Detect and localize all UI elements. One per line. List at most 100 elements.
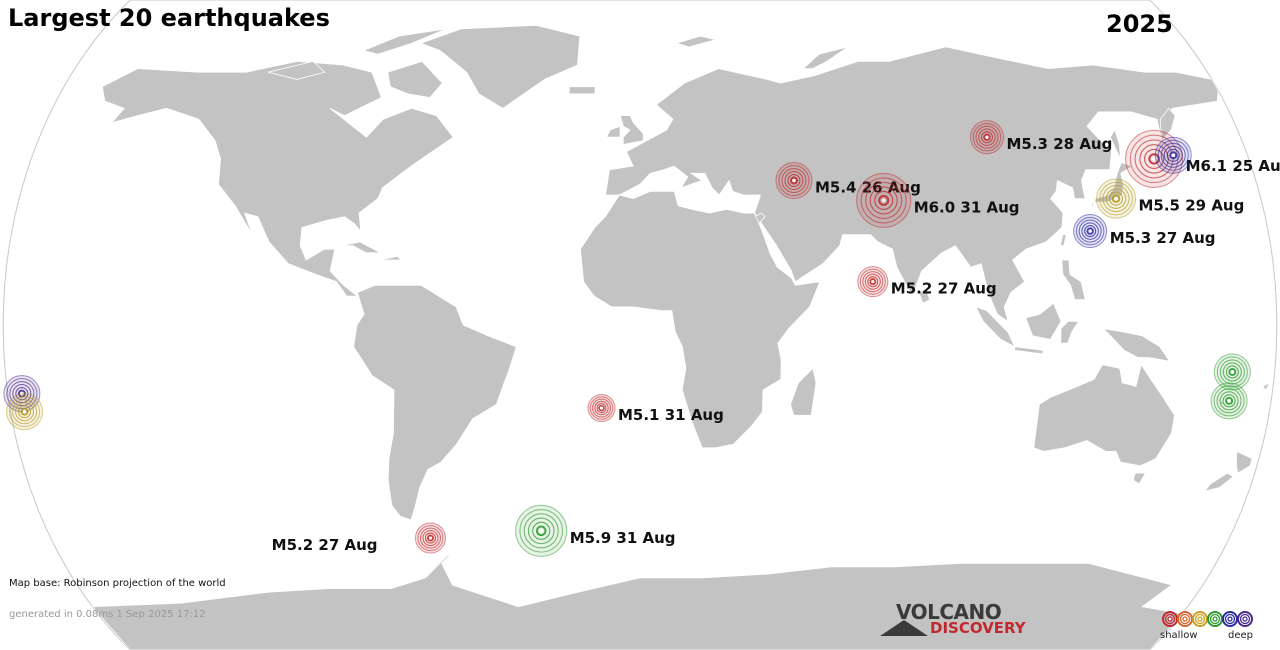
epicenter-dot [792, 178, 796, 183]
earthquake-ring [1084, 225, 1097, 238]
earthquake-marker[interactable] [1210, 382, 1248, 420]
landmass-philippines [1061, 259, 1086, 301]
earthquake-marker[interactable]: M6.0 31 Aug [856, 172, 1020, 228]
volcano-icon [880, 620, 928, 636]
earthquake-ring [972, 122, 1002, 152]
generated-timestamp: generated in 0.08ms 1 Sep 2025 17:12 [9, 609, 206, 620]
landmass-ellesmere [362, 28, 447, 55]
earthquake-marker[interactable]: M5.2 27 Aug [857, 266, 997, 298]
legend-shallow-label: shallow [1160, 630, 1198, 641]
earthquake-marker[interactable]: M5.3 27 Aug [1073, 214, 1216, 249]
earthquake-label: M5.2 27 Aug [891, 280, 997, 298]
earthquake-ring [1213, 385, 1245, 417]
epicenter-dot [1088, 229, 1092, 233]
earthquake-ring [12, 399, 38, 425]
logo-line1: VOLCANO [896, 600, 1002, 624]
landmass-victoria-island [267, 60, 326, 80]
earthquake-ring [1144, 148, 1165, 169]
earthquake-ring [1222, 394, 1236, 408]
legend-depth-ring [1182, 616, 1188, 622]
earthquake-ring [1081, 222, 1099, 240]
earthquake-ring [9, 396, 41, 428]
earthquake-marker[interactable]: M5.2 27 Aug [272, 522, 447, 554]
earthquake-ring [778, 165, 810, 197]
epicenter-dot [1171, 153, 1175, 157]
epicenter-dot [428, 536, 433, 540]
earthquake-marker[interactable]: M5.3 28 Aug [969, 120, 1112, 155]
landmass-japan [1090, 162, 1134, 214]
volcano-discovery-logo[interactable]: VOLCANO DISCOVERY [880, 600, 1040, 642]
earthquake-marker[interactable]: M5.5 29 Aug [1095, 178, 1245, 219]
earthquake-ring [1086, 227, 1094, 235]
earthquake-ring [6, 393, 44, 431]
earthquake-ring [1222, 362, 1242, 382]
earthquake-label: M5.9 31 Aug [570, 529, 676, 547]
earthquake-ring [598, 404, 605, 412]
epicenter-dot [20, 392, 24, 396]
epicenter-dot [1114, 197, 1118, 201]
earthquake-ring [515, 504, 568, 557]
earthquake-ring [874, 190, 894, 210]
earthquake-ring [983, 133, 991, 141]
legend-depth-ring [1194, 613, 1206, 625]
legend-depth-ring [1237, 611, 1253, 627]
legend-depth-ring [1197, 616, 1203, 622]
landmass-australia [1033, 363, 1175, 467]
earthquake-label: M5.2 27 Aug [272, 536, 378, 554]
legend-depth-ring [1179, 613, 1191, 625]
earthquake-ring [426, 534, 434, 542]
legend-depth-ring [1227, 616, 1233, 622]
landmass-kamchatka [1159, 107, 1176, 142]
earthquake-marker[interactable] [6, 393, 44, 431]
landmass-new-zealand-n [1235, 450, 1253, 474]
earthquake-ring [1095, 178, 1137, 219]
earthquake-ring [15, 402, 35, 422]
earthquake-ring [414, 522, 447, 554]
earthquake-ring [1157, 139, 1189, 171]
epicenter-dot [539, 529, 543, 533]
depth-color-scale [1162, 611, 1253, 627]
earthquake-ring [535, 525, 547, 537]
landmass-north-america [101, 60, 454, 297]
earthquake-marker[interactable] [1213, 353, 1251, 391]
landmass-ireland [605, 125, 621, 138]
earthquake-ring [975, 125, 999, 149]
earthquake-ring [857, 266, 889, 298]
earthquake-ring [9, 381, 35, 407]
earthquake-ring [1228, 367, 1237, 376]
earthquake-ring [20, 407, 29, 416]
earthquake-marker[interactable] [1154, 136, 1192, 174]
earthquake-ring [1216, 388, 1242, 414]
landmass-south-america [353, 284, 517, 521]
earthquake-ring [1225, 396, 1234, 405]
earthquake-marker[interactable]: M5.1 31 Aug [587, 394, 724, 425]
earthquake-ring [1075, 216, 1105, 246]
earthquake-ring [1225, 365, 1239, 379]
earthquake-ring [1166, 148, 1180, 162]
earthquake-ring [980, 131, 994, 144]
earthquake-ring [1073, 214, 1108, 249]
landmass-borneo [1025, 302, 1062, 340]
legend-depth-ring [1224, 613, 1236, 625]
legend-depth-ring [1239, 613, 1251, 625]
landmass-baffin [387, 60, 443, 98]
earthquake-ring [589, 396, 614, 420]
legend-depth-ring [1242, 616, 1248, 622]
landmass-eurasia [605, 46, 1219, 323]
depth-legend: shallow deep [1158, 608, 1268, 648]
earthquake-label: M6.1 25 Aug [1186, 157, 1280, 175]
earthquake-ring [1160, 142, 1186, 168]
earthquake-ring [969, 120, 1005, 155]
earthquake-ring [1219, 359, 1245, 385]
earthquake-ring [860, 177, 907, 224]
landmass-africa [579, 191, 821, 449]
landmass-novaya-zemlya [802, 46, 849, 69]
earthquake-ring [784, 171, 804, 191]
landmass-java [1014, 346, 1044, 355]
earthquake-ring [1108, 191, 1124, 206]
earthquake-marker[interactable]: M5.9 31 Aug [515, 504, 676, 557]
legend-depth-ring [1167, 616, 1173, 622]
earthquake-ring [591, 398, 612, 418]
epicenter-dot [1152, 157, 1156, 161]
